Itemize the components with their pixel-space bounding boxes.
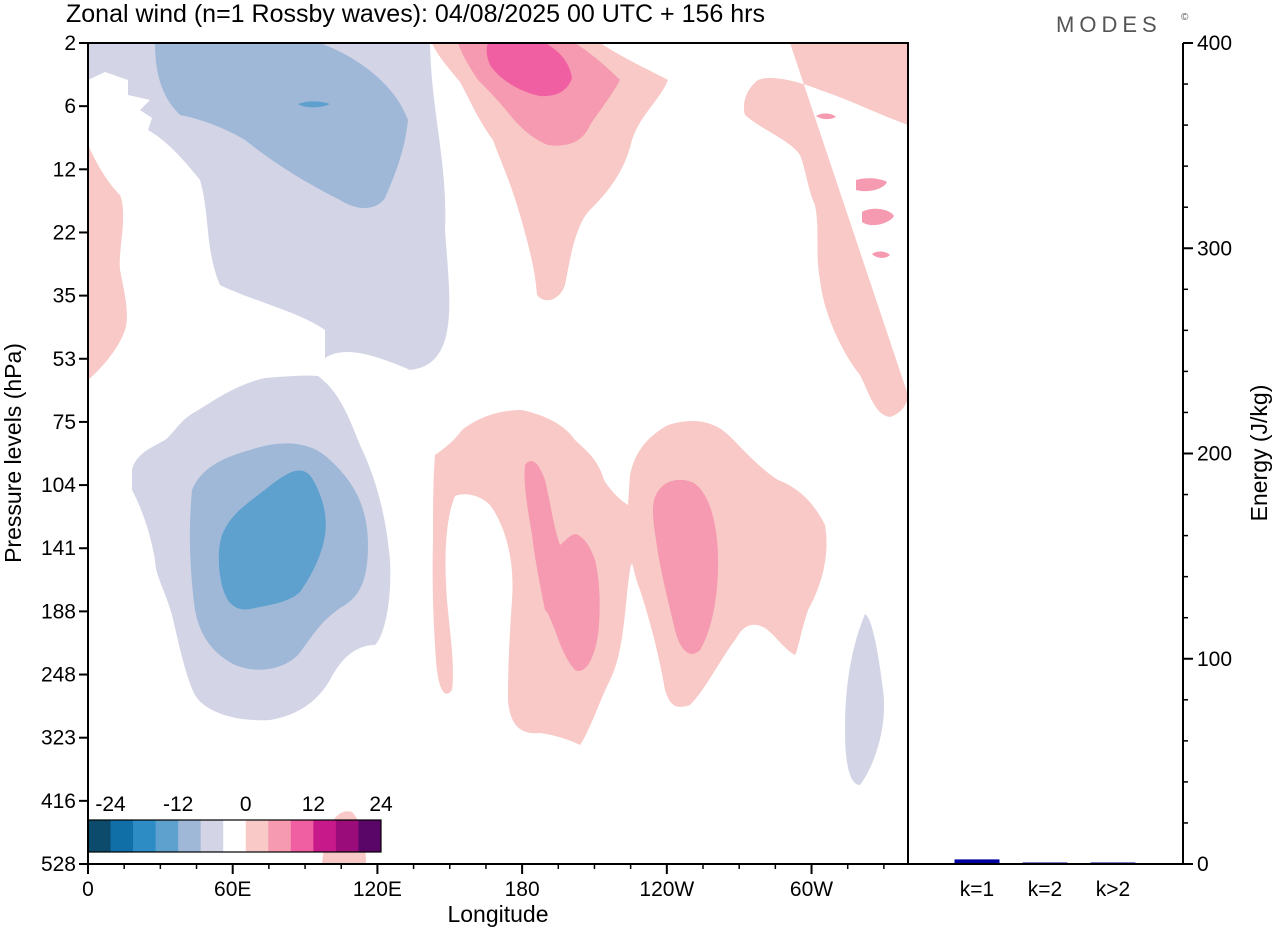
- x-tick-label: 60W: [790, 878, 833, 901]
- energy-axis-label: Energy (J/kg): [1246, 385, 1272, 522]
- y-tick-label: 323: [41, 727, 76, 750]
- contour-neg-12-troposphere: [218, 470, 326, 610]
- y-tick-label: 528: [41, 853, 76, 876]
- contour-panel: -24 -12 0 12 24 0 60E 120E 180 120W 60W 2 6 12 22 35 5…: [0, 32, 909, 927]
- colorbar-label: -24: [95, 793, 126, 816]
- brand-copyright-mark: ©: [1181, 12, 1189, 23]
- contour-neg-8-stratosphere: [155, 43, 408, 208]
- x-tick-label: 180: [505, 878, 540, 901]
- y-tick-label: 2: [64, 32, 76, 55]
- colorbar-label: 0: [240, 793, 252, 816]
- contour-neg-4-troposphere-right: [845, 614, 885, 785]
- x-tick-label: 120W: [639, 878, 694, 901]
- energy-tick-label: 200: [1197, 443, 1232, 466]
- energy-category-labels: k=1 k=2 k>2: [960, 878, 1130, 901]
- y-tick-label: 188: [41, 600, 76, 623]
- x-tick-label: 120E: [353, 878, 402, 901]
- energy-tick-label: 300: [1197, 237, 1232, 260]
- x-tick-label: 0: [82, 878, 94, 901]
- x-axis-ticks: 0 60E 120E 180 120W 60W: [82, 864, 885, 901]
- y-tick-label: 6: [64, 95, 76, 118]
- y-axis-ticks: 2 6 12 22 35 53 75 104 141 188 248 323 416 528: [41, 32, 88, 876]
- colorbar-swatch: [133, 820, 157, 852]
- y-tick-label: 53: [53, 348, 76, 371]
- contour-pos-4-left-edge: [88, 145, 127, 380]
- contour-pos-8-troposphere-a: [524, 460, 600, 671]
- contour-pos-8-blob-1: [856, 178, 887, 192]
- contour-neg-12-stratosphere: [298, 101, 330, 108]
- energy-panel: 0 100 200 300 400 k=1 k=2 k>2 Energy (J/kg): [908, 32, 1272, 901]
- colorbar-swatch: [268, 820, 292, 852]
- energy-tick-label: 400: [1197, 32, 1232, 55]
- y-tick-label: 416: [41, 790, 76, 813]
- y-tick-label: 22: [53, 221, 76, 244]
- y-tick-label: 35: [53, 285, 76, 308]
- colorbar-swatch: [223, 820, 247, 852]
- colorbar-swatch: [290, 820, 314, 852]
- colorbar-swatch: [335, 820, 359, 852]
- contour-pos-8-blob-4: [816, 113, 836, 120]
- contour-pos-8-troposphere-b: [652, 479, 719, 654]
- y-tick-label: 141: [41, 537, 76, 560]
- colorbar-swatch: [200, 820, 224, 852]
- energy-category-label: k>2: [1096, 878, 1130, 901]
- colorbar-swatch: [313, 820, 337, 852]
- y-tick-label: 104: [41, 474, 76, 497]
- energy-tick-label: 100: [1197, 648, 1232, 671]
- colorbar-label: 24: [369, 793, 393, 816]
- x-axis-label: Longitude: [447, 901, 548, 927]
- contour-pos-8-blob-2: [862, 208, 894, 226]
- colorbar-swatch: [155, 820, 179, 852]
- contour-pos-4-stratosphere-center: [432, 43, 668, 301]
- colorbar-swatch: [88, 820, 112, 852]
- chart-title: Zonal wind (n=1 Rossby waves): 04/08/202…: [66, 0, 765, 28]
- x-tick-label: 60E: [214, 878, 251, 901]
- y-tick-label: 75: [53, 411, 76, 434]
- colorbar-label: -12: [163, 793, 193, 816]
- y-tick-label: 12: [53, 158, 76, 181]
- energy-axis-ticks: 0 100 200 300 400: [1183, 32, 1232, 876]
- colorbar-swatch: [178, 820, 202, 852]
- colorbar-labels: -24 -12 0 12 24: [95, 793, 393, 816]
- colorbar: -24 -12 0 12 24: [87, 793, 393, 853]
- colorbar-swatch: [358, 820, 382, 852]
- colorbar-swatches: [88, 820, 382, 852]
- energy-tick-label: 0: [1197, 853, 1209, 876]
- colorbar-label: 12: [302, 793, 325, 816]
- energy-category-label: k=1: [960, 878, 994, 901]
- contour-axes-frame: [87, 42, 909, 865]
- contour-pos-8-blob-3: [872, 251, 890, 258]
- y-axis-label: Pressure levels (hPa): [0, 343, 26, 563]
- brand-logo: MODES: [1056, 12, 1162, 37]
- y-tick-label: 248: [41, 664, 76, 687]
- colorbar-swatch: [110, 820, 134, 852]
- colorbar-swatch: [245, 820, 269, 852]
- contour-pos-4-right: [743, 43, 908, 417]
- contour-pos-12-stratosphere-center: [486, 43, 572, 97]
- energy-category-label: k=2: [1028, 878, 1062, 901]
